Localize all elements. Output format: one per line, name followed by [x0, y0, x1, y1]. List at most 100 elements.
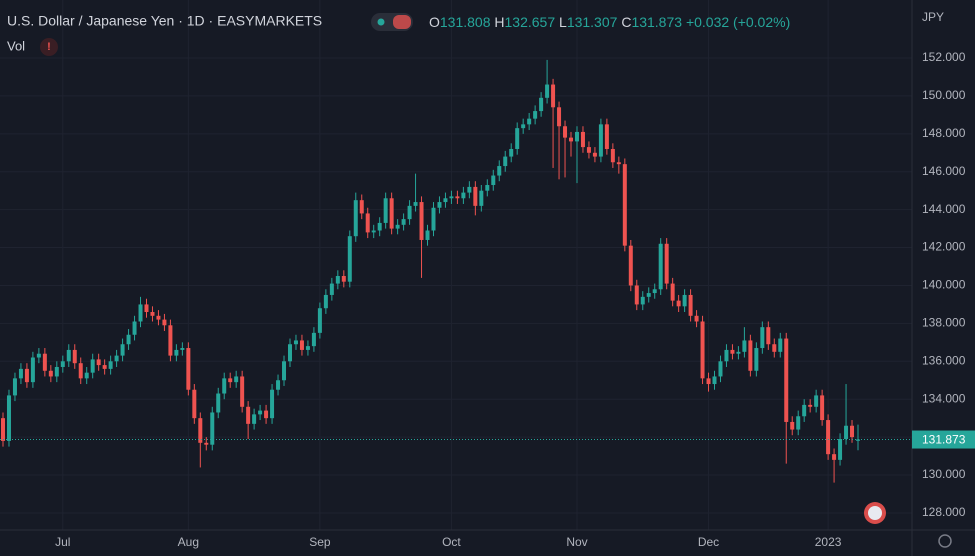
x-tick-label: Dec — [698, 535, 719, 549]
candle-body — [718, 361, 723, 377]
candle-body — [730, 349, 735, 354]
candle-body — [682, 294, 687, 307]
candle-body — [401, 219, 406, 225]
warning-icon: ! — [47, 41, 51, 53]
candle-body — [174, 349, 179, 356]
candle-body — [413, 202, 418, 206]
candle-body — [497, 166, 502, 176]
y-tick-label: 146.000 — [922, 164, 966, 178]
ohlc-label: O — [429, 14, 440, 30]
candle-body — [784, 338, 789, 422]
candle-body — [688, 294, 693, 316]
y-tick-label: 134.000 — [922, 391, 966, 405]
candle-body — [455, 196, 460, 199]
candle-body — [694, 315, 699, 322]
candle-body — [515, 128, 520, 149]
ohlc-label: H — [494, 14, 504, 30]
candle-body — [341, 275, 346, 282]
candle-body — [198, 418, 203, 443]
y-tick-label: 152.000 — [922, 50, 966, 64]
ohlc-value: 131.808 — [440, 14, 491, 30]
candle-body — [276, 380, 281, 390]
candle-body — [192, 389, 197, 419]
candle-body — [640, 296, 645, 305]
candle-body — [383, 198, 388, 223]
candle-body — [150, 312, 155, 316]
candle-body — [557, 107, 562, 127]
candle-body — [60, 361, 65, 367]
volume-label: Vol — [7, 38, 25, 53]
candle-body — [724, 349, 729, 362]
candle-body — [126, 334, 131, 345]
candle-body — [24, 368, 29, 383]
candle-body — [252, 414, 257, 424]
candle-body — [742, 340, 747, 352]
candle-body — [36, 353, 41, 358]
candle-body — [102, 365, 107, 369]
candle-body — [1, 418, 5, 441]
candle-body — [120, 344, 125, 356]
x-tick-label: Nov — [566, 535, 587, 549]
candle-body — [790, 421, 795, 430]
change-percent: (+0.02%) — [733, 14, 790, 30]
candle-body — [814, 395, 819, 407]
candle-body — [359, 200, 364, 214]
x-tick-label: Jul — [55, 535, 70, 549]
candle-body — [503, 156, 508, 167]
candle-body — [473, 186, 478, 206]
candle-body — [485, 185, 490, 191]
candle-body — [144, 304, 149, 313]
candle-body — [533, 111, 538, 119]
y-tick-label: 138.000 — [922, 316, 966, 330]
candle-body — [210, 412, 215, 445]
y-tick-label: 148.000 — [922, 126, 966, 140]
volume-warning[interactable] — [40, 38, 58, 56]
candle-body — [820, 395, 825, 421]
candle-body — [664, 243, 669, 284]
candle-body — [90, 359, 95, 373]
candle-body — [305, 346, 310, 350]
candle-body — [78, 363, 83, 379]
candle-body — [449, 196, 454, 199]
candle-body — [832, 454, 837, 460]
candle-body — [838, 439, 843, 460]
candle-body — [114, 355, 119, 362]
candle-body — [168, 325, 173, 356]
candle-body — [431, 207, 436, 231]
candle-body — [652, 289, 657, 294]
candle-body — [628, 245, 633, 286]
candle-body — [216, 393, 221, 413]
grid — [0, 0, 912, 530]
candle-body — [425, 230, 430, 240]
last-price-box — [912, 430, 975, 449]
y-tick-label: 136.000 — [922, 353, 966, 367]
candle-body — [646, 293, 651, 297]
candle-body — [18, 368, 23, 379]
candle-body — [461, 192, 466, 199]
candle-body — [347, 236, 352, 282]
candle-body — [365, 213, 370, 233]
candle-body — [592, 152, 597, 157]
candle-body — [539, 97, 544, 112]
candle-body — [353, 200, 358, 237]
settings-icon[interactable] — [938, 534, 952, 548]
candle-body — [598, 124, 603, 157]
candle-body — [521, 124, 526, 129]
candle-body — [204, 442, 209, 445]
ohlc-value: 131.307 — [567, 14, 618, 30]
candle-body — [634, 285, 639, 305]
candle-body — [563, 126, 568, 138]
candle-body — [796, 416, 801, 430]
candle-body — [670, 283, 675, 301]
candle-body — [545, 84, 550, 98]
candle-body — [610, 148, 615, 163]
candle-body — [48, 370, 53, 377]
ohlc-label: C — [621, 14, 631, 30]
y-tick-label: 140.000 — [922, 278, 966, 292]
candle-body — [84, 372, 89, 379]
candle-body — [736, 351, 741, 354]
candle-body — [826, 420, 831, 455]
candle-body — [180, 348, 185, 350]
ohlc-legend: O131.808 H132.657 L131.307 C131.873 +0.0… — [429, 14, 790, 30]
